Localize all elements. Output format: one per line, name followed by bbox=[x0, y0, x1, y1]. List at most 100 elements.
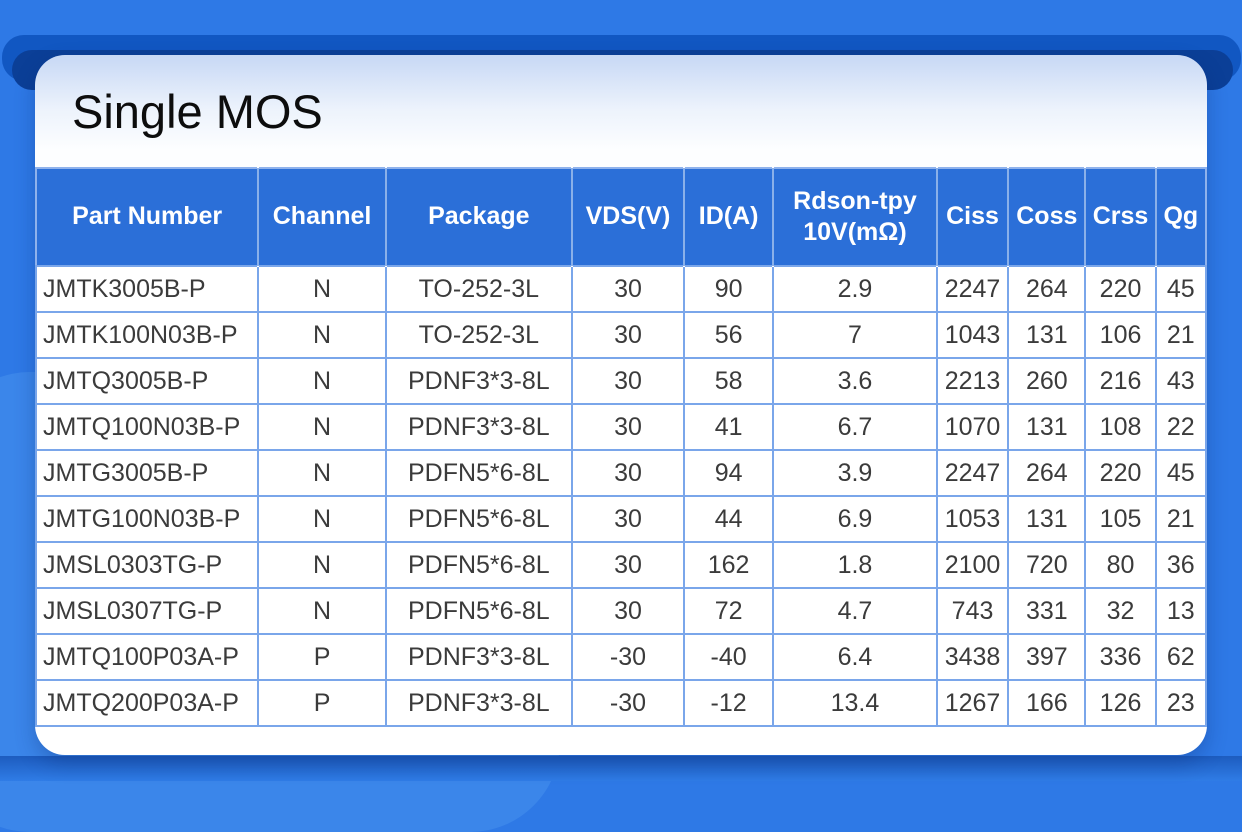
cell-coss: 131 bbox=[1007, 311, 1087, 359]
cell-part-number: JMTQ3005B-P bbox=[35, 357, 260, 405]
cell-part-number: JMSL0303TG-P bbox=[35, 541, 260, 589]
cell-crss: 108 bbox=[1084, 403, 1157, 451]
column-header-crss: Crss bbox=[1084, 168, 1156, 266]
mos-table: Part Number Channel Package VDS(V) ID(A) Rdso… bbox=[35, 167, 1207, 727]
cell-vds: 30 bbox=[570, 587, 686, 635]
cell-id: 90 bbox=[683, 265, 775, 313]
cell-package: PDNF3*3-8L bbox=[384, 357, 573, 405]
cell-part-number: JMTK100N03B-P bbox=[35, 311, 260, 359]
cell-package: TO-252-3L bbox=[384, 265, 573, 313]
page-title: Single MOS bbox=[72, 84, 323, 138]
cell-qg: 43 bbox=[1154, 357, 1207, 405]
cell-channel: N bbox=[257, 357, 387, 405]
cell-ciss: 2247 bbox=[935, 265, 1010, 313]
cell-coss: 166 bbox=[1007, 679, 1087, 727]
cell-coss: 331 bbox=[1007, 587, 1087, 635]
table-row: JMTQ100P03A-P P PDNF3*3-8L -30 -40 6.4 3438 397… bbox=[35, 633, 1207, 681]
cell-vds: 30 bbox=[570, 357, 686, 405]
cell-vds: 30 bbox=[570, 449, 686, 497]
cell-qg: 22 bbox=[1154, 403, 1207, 451]
cell-id: 162 bbox=[683, 541, 775, 589]
column-header-coss: Coss bbox=[1007, 168, 1086, 266]
cell-ciss: 1070 bbox=[935, 403, 1010, 451]
cell-crss: 220 bbox=[1084, 449, 1157, 497]
cell-package: PDNF3*3-8L bbox=[384, 633, 573, 681]
cell-coss: 264 bbox=[1007, 265, 1087, 313]
cell-vds: 30 bbox=[570, 311, 686, 359]
cell-crss: 32 bbox=[1084, 587, 1157, 635]
cell-vds: -30 bbox=[570, 679, 686, 727]
column-header-qg: Qg bbox=[1154, 168, 1206, 266]
table-row: JMTG3005B-P N PDFN5*6-8L 30 94 3.9 2247 264 220 4… bbox=[35, 449, 1207, 497]
cell-channel: N bbox=[257, 495, 387, 543]
bottom-shadow-band bbox=[0, 756, 1242, 781]
cell-coss: 720 bbox=[1007, 541, 1087, 589]
cell-vds: 30 bbox=[570, 265, 686, 313]
cell-channel: N bbox=[257, 265, 387, 313]
cell-part-number: JMSL0307TG-P bbox=[35, 587, 260, 635]
table-row: JMTQ100N03B-P N PDNF3*3-8L 30 41 6.7 1070 131 10… bbox=[35, 403, 1207, 451]
cell-part-number: JMTQ200P03A-P bbox=[35, 679, 260, 727]
column-header-rdson: Rdson-tpy 10V(mΩ) bbox=[772, 168, 937, 266]
cell-qg: 23 bbox=[1154, 679, 1207, 727]
cell-ciss: 2247 bbox=[935, 449, 1010, 497]
cell-channel: N bbox=[257, 541, 387, 589]
table-row: JMTK100N03B-P N TO-252-3L 30 56 7 1043 131 106 21 bbox=[35, 311, 1207, 359]
cell-crss: 126 bbox=[1084, 679, 1157, 727]
cell-crss: 336 bbox=[1084, 633, 1157, 681]
cell-id: 44 bbox=[683, 495, 775, 543]
cell-crss: 216 bbox=[1084, 357, 1157, 405]
cell-ciss: 2213 bbox=[935, 357, 1010, 405]
column-header-ciss: Ciss bbox=[935, 168, 1009, 266]
table-row: JMSL0307TG-P N PDFN5*6-8L 30 72 4.7 743 331 32 13 bbox=[35, 587, 1207, 635]
cell-rdson: 3.6 bbox=[772, 357, 938, 405]
page: { "title": "Single MOS", "colors": { "ba… bbox=[0, 35, 1242, 832]
header-row: Part Number Channel Package VDS(V) ID(A) Rdso… bbox=[36, 168, 1206, 266]
table-row: JMTQ3005B-P N PDNF3*3-8L 30 58 3.6 2213 260 216 4… bbox=[35, 357, 1207, 405]
cell-package: PDNF3*3-8L bbox=[384, 403, 573, 451]
cell-id: -40 bbox=[683, 633, 775, 681]
cell-qg: 21 bbox=[1154, 495, 1207, 543]
cell-rdson: 4.7 bbox=[772, 587, 938, 635]
cell-part-number: JMTQ100P03A-P bbox=[35, 633, 260, 681]
cell-channel: P bbox=[257, 633, 387, 681]
cell-part-number: JMTG3005B-P bbox=[35, 449, 260, 497]
cell-vds: 30 bbox=[570, 403, 686, 451]
cell-ciss: 1043 bbox=[935, 311, 1010, 359]
cell-crss: 220 bbox=[1084, 265, 1157, 313]
cell-rdson: 2.9 bbox=[772, 265, 938, 313]
cell-ciss: 3438 bbox=[935, 633, 1010, 681]
cell-vds: 30 bbox=[570, 541, 686, 589]
cell-channel: N bbox=[257, 311, 387, 359]
column-header-id: ID(A) bbox=[683, 168, 774, 266]
cell-package: PDNF3*3-8L bbox=[384, 679, 573, 727]
cell-package: PDFN5*6-8L bbox=[384, 541, 573, 589]
cell-qg: 62 bbox=[1154, 633, 1207, 681]
cell-crss: 105 bbox=[1084, 495, 1157, 543]
cell-part-number: JMTQ100N03B-P bbox=[35, 403, 260, 451]
table-row: JMTG100N03B-P N PDFN5*6-8L 30 44 6.9 1053 131 10… bbox=[35, 495, 1207, 543]
cell-rdson: 1.8 bbox=[772, 541, 938, 589]
cell-package: PDFN5*6-8L bbox=[384, 495, 573, 543]
column-header-channel: Channel bbox=[257, 168, 386, 266]
table-row: JMTQ200P03A-P P PDNF3*3-8L -30 -12 13.4 1267 16… bbox=[35, 679, 1207, 727]
cell-qg: 13 bbox=[1154, 587, 1207, 635]
cell-coss: 397 bbox=[1007, 633, 1087, 681]
column-header-vds: VDS(V) bbox=[570, 168, 685, 266]
cell-crss: 80 bbox=[1084, 541, 1157, 589]
cell-ciss: 1267 bbox=[935, 679, 1010, 727]
table-row: JMTK3005B-P N TO-252-3L 30 90 2.9 2247 264 220 45 bbox=[35, 265, 1207, 313]
cell-vds: 30 bbox=[570, 495, 686, 543]
cell-crss: 106 bbox=[1084, 311, 1157, 359]
table-row: JMSL0303TG-P N PDFN5*6-8L 30 162 1.8 2100 720 80… bbox=[35, 541, 1207, 589]
cell-channel: N bbox=[257, 587, 387, 635]
cell-channel: N bbox=[257, 449, 387, 497]
cell-coss: 131 bbox=[1007, 403, 1087, 451]
cell-package: TO-252-3L bbox=[384, 311, 573, 359]
cell-id: 72 bbox=[683, 587, 775, 635]
cell-id: -12 bbox=[683, 679, 775, 727]
cell-id: 56 bbox=[683, 311, 775, 359]
cell-part-number: JMTK3005B-P bbox=[35, 265, 260, 313]
cell-id: 58 bbox=[683, 357, 775, 405]
column-header-package: Package bbox=[384, 168, 572, 266]
